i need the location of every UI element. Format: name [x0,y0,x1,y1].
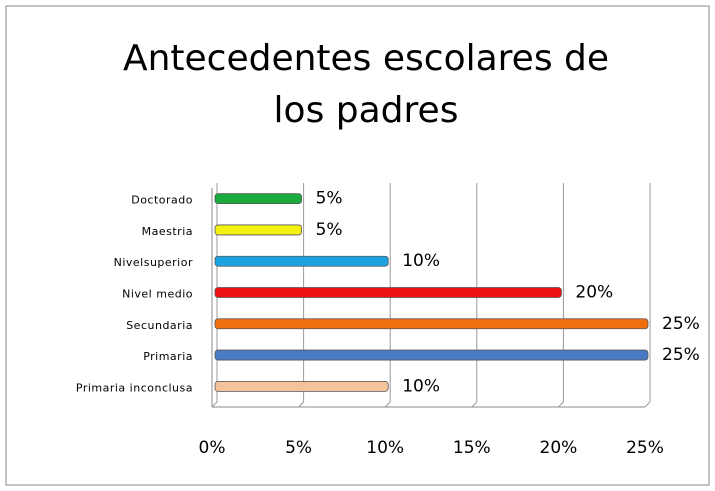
grid-line [471,401,478,408]
bar [214,380,389,392]
x-tick-label: Primaria inconclusa [76,381,193,394]
data-label: 5% [316,189,343,209]
x-tick-label: Doctorado [131,194,193,207]
x-tick-label: 15% [453,438,491,458]
x-tick-label: Maestria [142,225,193,238]
bar [214,349,649,361]
data-label: 10% [402,251,440,271]
x-tick-label: 0% [199,438,226,458]
x-tick-label: 20% [540,438,578,458]
bar [214,287,562,298]
data-label: 25% [662,345,700,365]
grid-line [211,401,218,408]
grid-line [644,401,651,408]
chart-frame [5,5,710,486]
grid-line [384,401,391,408]
bar [214,193,302,205]
grid-line [558,401,564,408]
bar [214,255,389,267]
x-tick-label: Secundaria [126,319,193,332]
bar [214,224,302,236]
data-label: 20% [575,283,613,303]
bar [214,318,649,330]
data-label: 25% [662,314,700,334]
x-tick-label: Nivelsuperior [114,256,193,269]
x-tick-label: Nivel medio [122,288,193,301]
data-label: 5% [316,220,343,240]
x-tick-label: 5% [285,438,312,458]
data-label: 10% [402,376,440,396]
chart-title: Antecedentes escolares de [123,38,609,79]
chart-title: los padres [274,90,459,131]
x-tick-label: 25% [626,438,664,458]
x-tick-label: 10% [366,438,404,458]
grid-line [298,401,304,408]
x-tick-label: Primaria [143,350,193,363]
